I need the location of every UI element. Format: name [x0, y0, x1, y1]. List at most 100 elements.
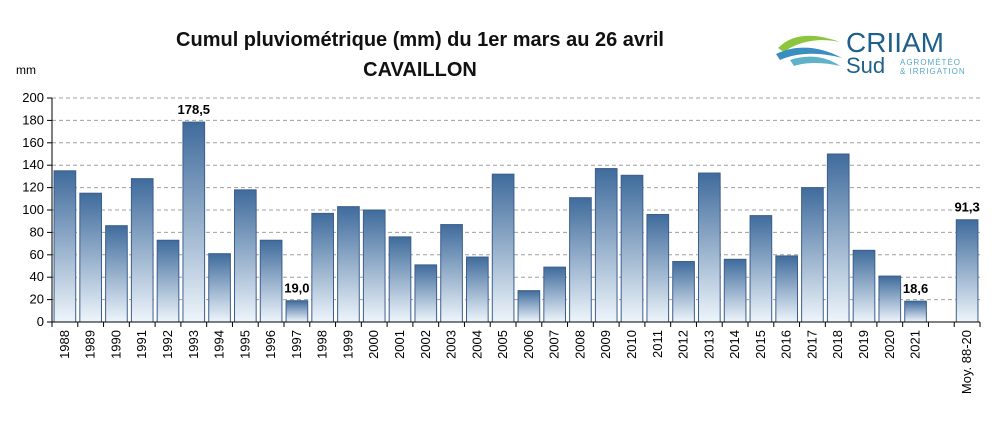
x-tick-label: 2009 — [598, 330, 613, 359]
bar-1995 — [234, 189, 257, 323]
bar-2015 — [749, 215, 773, 323]
x-tick-label: 1993 — [186, 330, 201, 359]
x-tick-label: 2016 — [779, 330, 794, 359]
x-tick-label: 1992 — [160, 330, 175, 359]
x-tick-label: 2005 — [495, 330, 510, 359]
bar-2005 — [491, 173, 515, 323]
x-tick-label: 2014 — [727, 330, 742, 359]
bar-1999 — [337, 206, 360, 323]
x-tick-label: 1991 — [134, 330, 149, 359]
bar-1993 — [182, 121, 206, 323]
x-tick-label: 2000 — [366, 330, 381, 359]
y-tick-label: 80 — [30, 224, 44, 239]
bar-2016 — [775, 255, 798, 323]
x-tick-label: 1996 — [263, 330, 278, 359]
x-tick-label: 1988 — [57, 330, 72, 359]
bar-1988 — [53, 170, 77, 323]
y-tick-label: 40 — [30, 269, 44, 284]
logo-tagline-1: AGROMÉTÉO — [900, 58, 961, 67]
bar-2010 — [620, 174, 644, 323]
bar-2017 — [801, 187, 824, 323]
y-tick-label: 100 — [22, 202, 44, 217]
bar-1997 — [285, 300, 309, 323]
logo-tagline-2: & IRRIGATION — [900, 67, 966, 76]
x-tick-label: 2018 — [830, 330, 845, 359]
x-tick-label: 2001 — [392, 330, 407, 359]
x-tick-label: 1990 — [108, 330, 123, 359]
bar-2011 — [646, 213, 670, 323]
bar-1992 — [156, 239, 180, 323]
bar-Moy-88-20 — [955, 219, 979, 323]
data-label: 91,3 — [954, 200, 979, 215]
bar-1998 — [311, 212, 334, 323]
bar-2014 — [723, 258, 747, 323]
y-tick-label: 160 — [22, 135, 44, 150]
x-tick-label: 2019 — [856, 330, 871, 359]
x-tick-label: 2011 — [650, 330, 665, 358]
logo-name: CRIIAM — [846, 27, 944, 58]
x-tick-label: 2020 — [882, 330, 897, 359]
data-label: 19,0 — [284, 281, 309, 296]
bar-2003 — [440, 224, 463, 323]
bar-2009 — [594, 168, 618, 323]
bar-2006 — [517, 290, 541, 323]
bar-2013 — [698, 172, 721, 323]
x-tick-label: 1989 — [83, 330, 98, 359]
chart-subtitle: CAVAILLON — [363, 59, 477, 81]
bar-1994 — [208, 253, 231, 323]
x-tick-label: 1997 — [289, 330, 304, 359]
bars — [53, 121, 979, 323]
bar-2007 — [543, 266, 566, 323]
bar-2000 — [362, 209, 386, 323]
bar-1991 — [130, 178, 154, 323]
logo-swoosh-teal — [790, 56, 840, 66]
bar-2002 — [414, 264, 438, 323]
x-tick-label: 1994 — [212, 330, 227, 359]
bar-1989 — [79, 192, 102, 323]
y-tick-label: 0 — [37, 314, 44, 329]
criiam-sud-logo: CRIIAM Sud AGROMÉTÉO & IRRIGATION — [776, 27, 966, 78]
bar-2001 — [388, 236, 412, 323]
data-label: 178,5 — [178, 102, 211, 117]
x-tick-label: 2002 — [418, 330, 433, 359]
bar-2021 — [904, 300, 927, 323]
chart-title: Cumul pluviométrique (mm) du 1er mars au… — [176, 29, 664, 51]
y-tick-label: 140 — [22, 157, 44, 172]
y-tick-label: 120 — [22, 180, 44, 195]
logo-swoosh-green — [778, 35, 840, 52]
bar-2004 — [466, 256, 489, 323]
x-tick-label: 2008 — [572, 330, 587, 359]
x-axis-ticks: 1988 1989 1990 1991 1992 1993 1994 1995 1996 1997… — [51, 322, 981, 394]
y-tick-label: 180 — [22, 112, 44, 127]
bar-2020 — [878, 275, 902, 323]
x-tick-label: 2012 — [676, 330, 691, 359]
x-tick-label: 2007 — [547, 330, 562, 359]
bar-2012 — [672, 261, 695, 323]
bar-2018 — [826, 153, 850, 323]
x-tick-label: 1998 — [315, 330, 330, 359]
logo-swoosh-blue — [776, 47, 842, 60]
x-tick-label: 2021 — [908, 330, 923, 359]
x-tick-label: 2017 — [804, 330, 819, 359]
y-axis-ticks: 0 20 40 60 80 100 120 140 160 180 200 — [22, 90, 52, 329]
data-labels: 178,5 19,0 18,6 91,3 — [178, 102, 980, 296]
x-tick-label: 2010 — [624, 330, 639, 359]
y-axis-unit-label: mm — [16, 63, 36, 77]
x-tick-label: 2013 — [701, 330, 716, 359]
bar-2008 — [569, 197, 592, 323]
x-tick-label: Moy. 88-20 — [959, 330, 974, 394]
logo-sub: Sud — [846, 53, 885, 78]
y-tick-label: 200 — [22, 90, 44, 105]
x-tick-label: 1999 — [340, 330, 355, 359]
gridlines — [52, 97, 980, 301]
x-tick-label: 2004 — [469, 330, 484, 359]
bar-2019 — [852, 249, 876, 323]
axes — [51, 98, 980, 323]
y-tick-label: 60 — [30, 247, 44, 262]
bar-1990 — [105, 225, 128, 323]
x-tick-label: 2003 — [444, 330, 459, 359]
x-tick-label: 2015 — [753, 330, 768, 359]
x-tick-label: 2006 — [521, 330, 536, 359]
data-label: 18,6 — [903, 281, 928, 296]
